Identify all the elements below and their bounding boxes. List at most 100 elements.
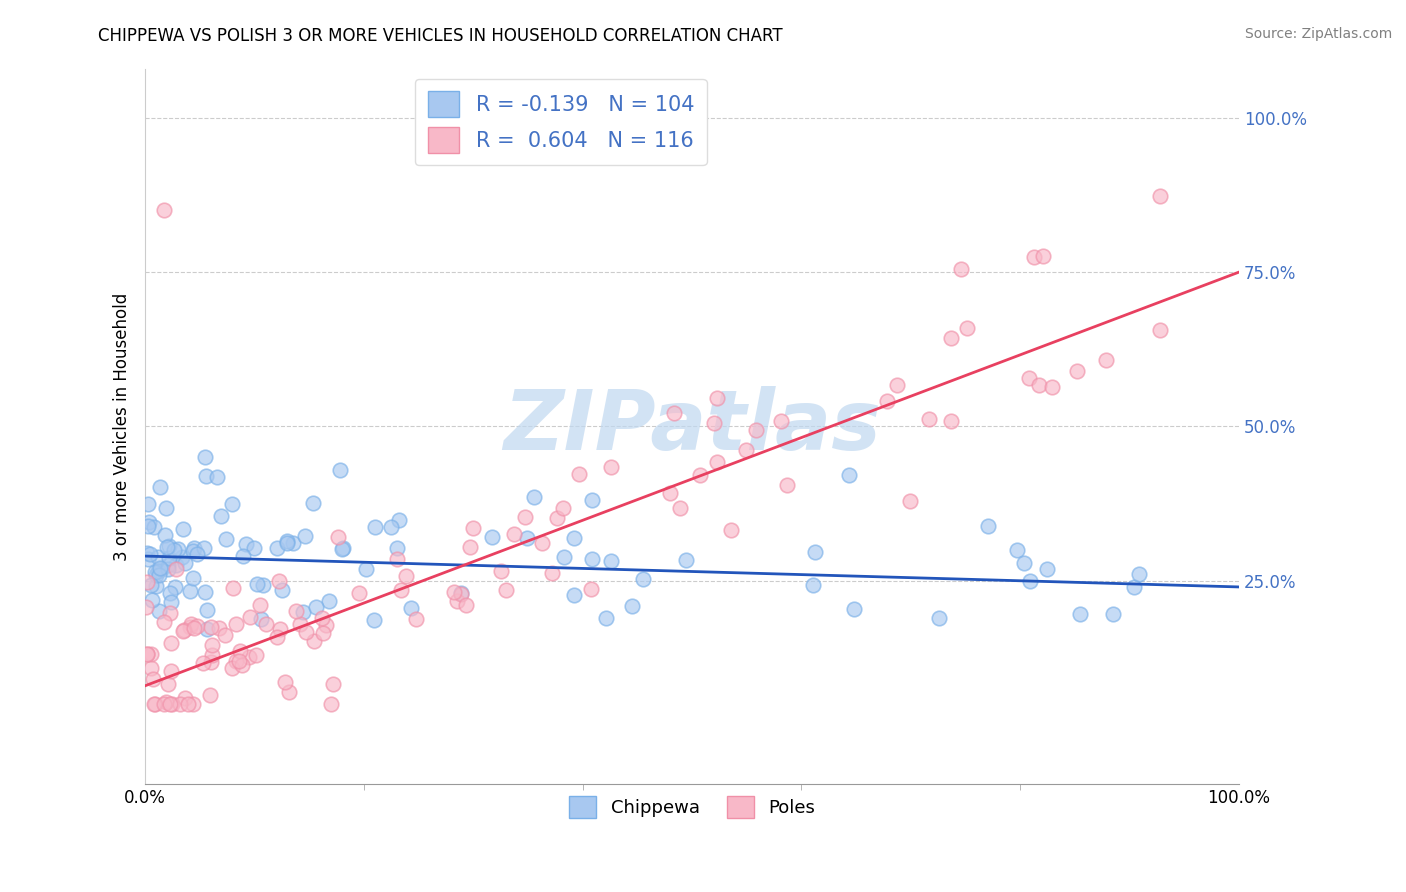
Point [181, 544, 204, 558]
Point [239, 610, 262, 624]
Point [295, 625, 318, 640]
Point [553, 549, 575, 564]
Point [770, 414, 793, 428]
Point [276, 535, 298, 549]
Point [918, 412, 941, 426]
Point [706, 391, 728, 405]
Point [174, 556, 197, 570]
Point [322, 677, 344, 691]
Point [546, 511, 568, 525]
Point [180, 616, 202, 631]
Point [228, 654, 250, 668]
Point [1095, 353, 1118, 368]
Point [1036, 562, 1059, 576]
Y-axis label: 3 or more Vehicles in Household: 3 or more Vehicles in Household [114, 293, 131, 560]
Point [183, 621, 205, 635]
Point [1012, 556, 1035, 570]
Point [562, 531, 585, 545]
Point [658, 485, 681, 500]
Point [156, 540, 179, 554]
Point [245, 648, 267, 662]
Point [380, 520, 402, 534]
Point [294, 529, 316, 543]
Point [928, 611, 950, 625]
Point [516, 531, 538, 545]
Point [689, 467, 711, 482]
Point [450, 587, 472, 601]
Point [326, 530, 349, 544]
Point [454, 598, 477, 612]
Text: CHIPPEWA VS POLISH 3 OR MORE VEHICLES IN HOUSEHOLD CORRELATION CHART: CHIPPEWA VS POLISH 3 OR MORE VEHICLES IN… [98, 27, 783, 45]
Point [197, 603, 219, 617]
Point [364, 519, 387, 533]
Point [145, 697, 167, 711]
Point [153, 528, 176, 542]
Point [143, 565, 166, 579]
Point [159, 636, 181, 650]
Point [139, 661, 162, 675]
Point [221, 661, 243, 675]
Point [581, 582, 603, 596]
Point [141, 592, 163, 607]
Point [208, 621, 231, 635]
Point [183, 571, 205, 585]
Point [311, 611, 333, 625]
Point [1019, 574, 1042, 588]
Point [1102, 607, 1125, 621]
Point [165, 562, 187, 576]
Point [842, 602, 865, 616]
Point [838, 468, 860, 483]
Point [193, 541, 215, 556]
Point [595, 611, 617, 625]
Point [876, 393, 898, 408]
Point [138, 547, 160, 561]
Point [1028, 378, 1050, 392]
Point [1128, 566, 1150, 581]
Point [291, 606, 314, 620]
Point [1123, 580, 1146, 594]
Point [776, 477, 799, 491]
Point [136, 647, 159, 661]
Point [165, 558, 187, 572]
Point [221, 497, 243, 511]
Point [149, 562, 172, 576]
Point [138, 552, 160, 566]
Point [621, 599, 644, 613]
Point [141, 578, 163, 592]
Point [395, 569, 418, 583]
Point [238, 649, 260, 664]
Point [138, 516, 160, 530]
Point [481, 530, 503, 544]
Point [200, 620, 222, 634]
Point [706, 455, 728, 469]
Point [1066, 364, 1088, 378]
Point [405, 612, 427, 626]
Text: Source: ZipAtlas.com: Source: ZipAtlas.com [1244, 27, 1392, 41]
Point [401, 600, 423, 615]
Point [302, 634, 325, 648]
Point [1024, 250, 1046, 264]
Point [156, 676, 179, 690]
Point [330, 541, 353, 556]
Point [443, 585, 465, 599]
Point [235, 537, 257, 551]
Point [172, 522, 194, 536]
Point [281, 535, 304, 549]
Point [157, 539, 180, 553]
Point [977, 519, 1000, 533]
Point [1069, 607, 1091, 622]
Point [332, 541, 354, 556]
Point [194, 584, 217, 599]
Point [939, 414, 962, 428]
Point [662, 406, 685, 420]
Point [898, 494, 921, 508]
Point [1149, 323, 1171, 337]
Point [142, 672, 165, 686]
Point [232, 549, 254, 564]
Point [531, 536, 554, 550]
Point [540, 566, 562, 580]
Point [159, 607, 181, 621]
Point [200, 648, 222, 662]
Point [160, 595, 183, 609]
Point [886, 377, 908, 392]
